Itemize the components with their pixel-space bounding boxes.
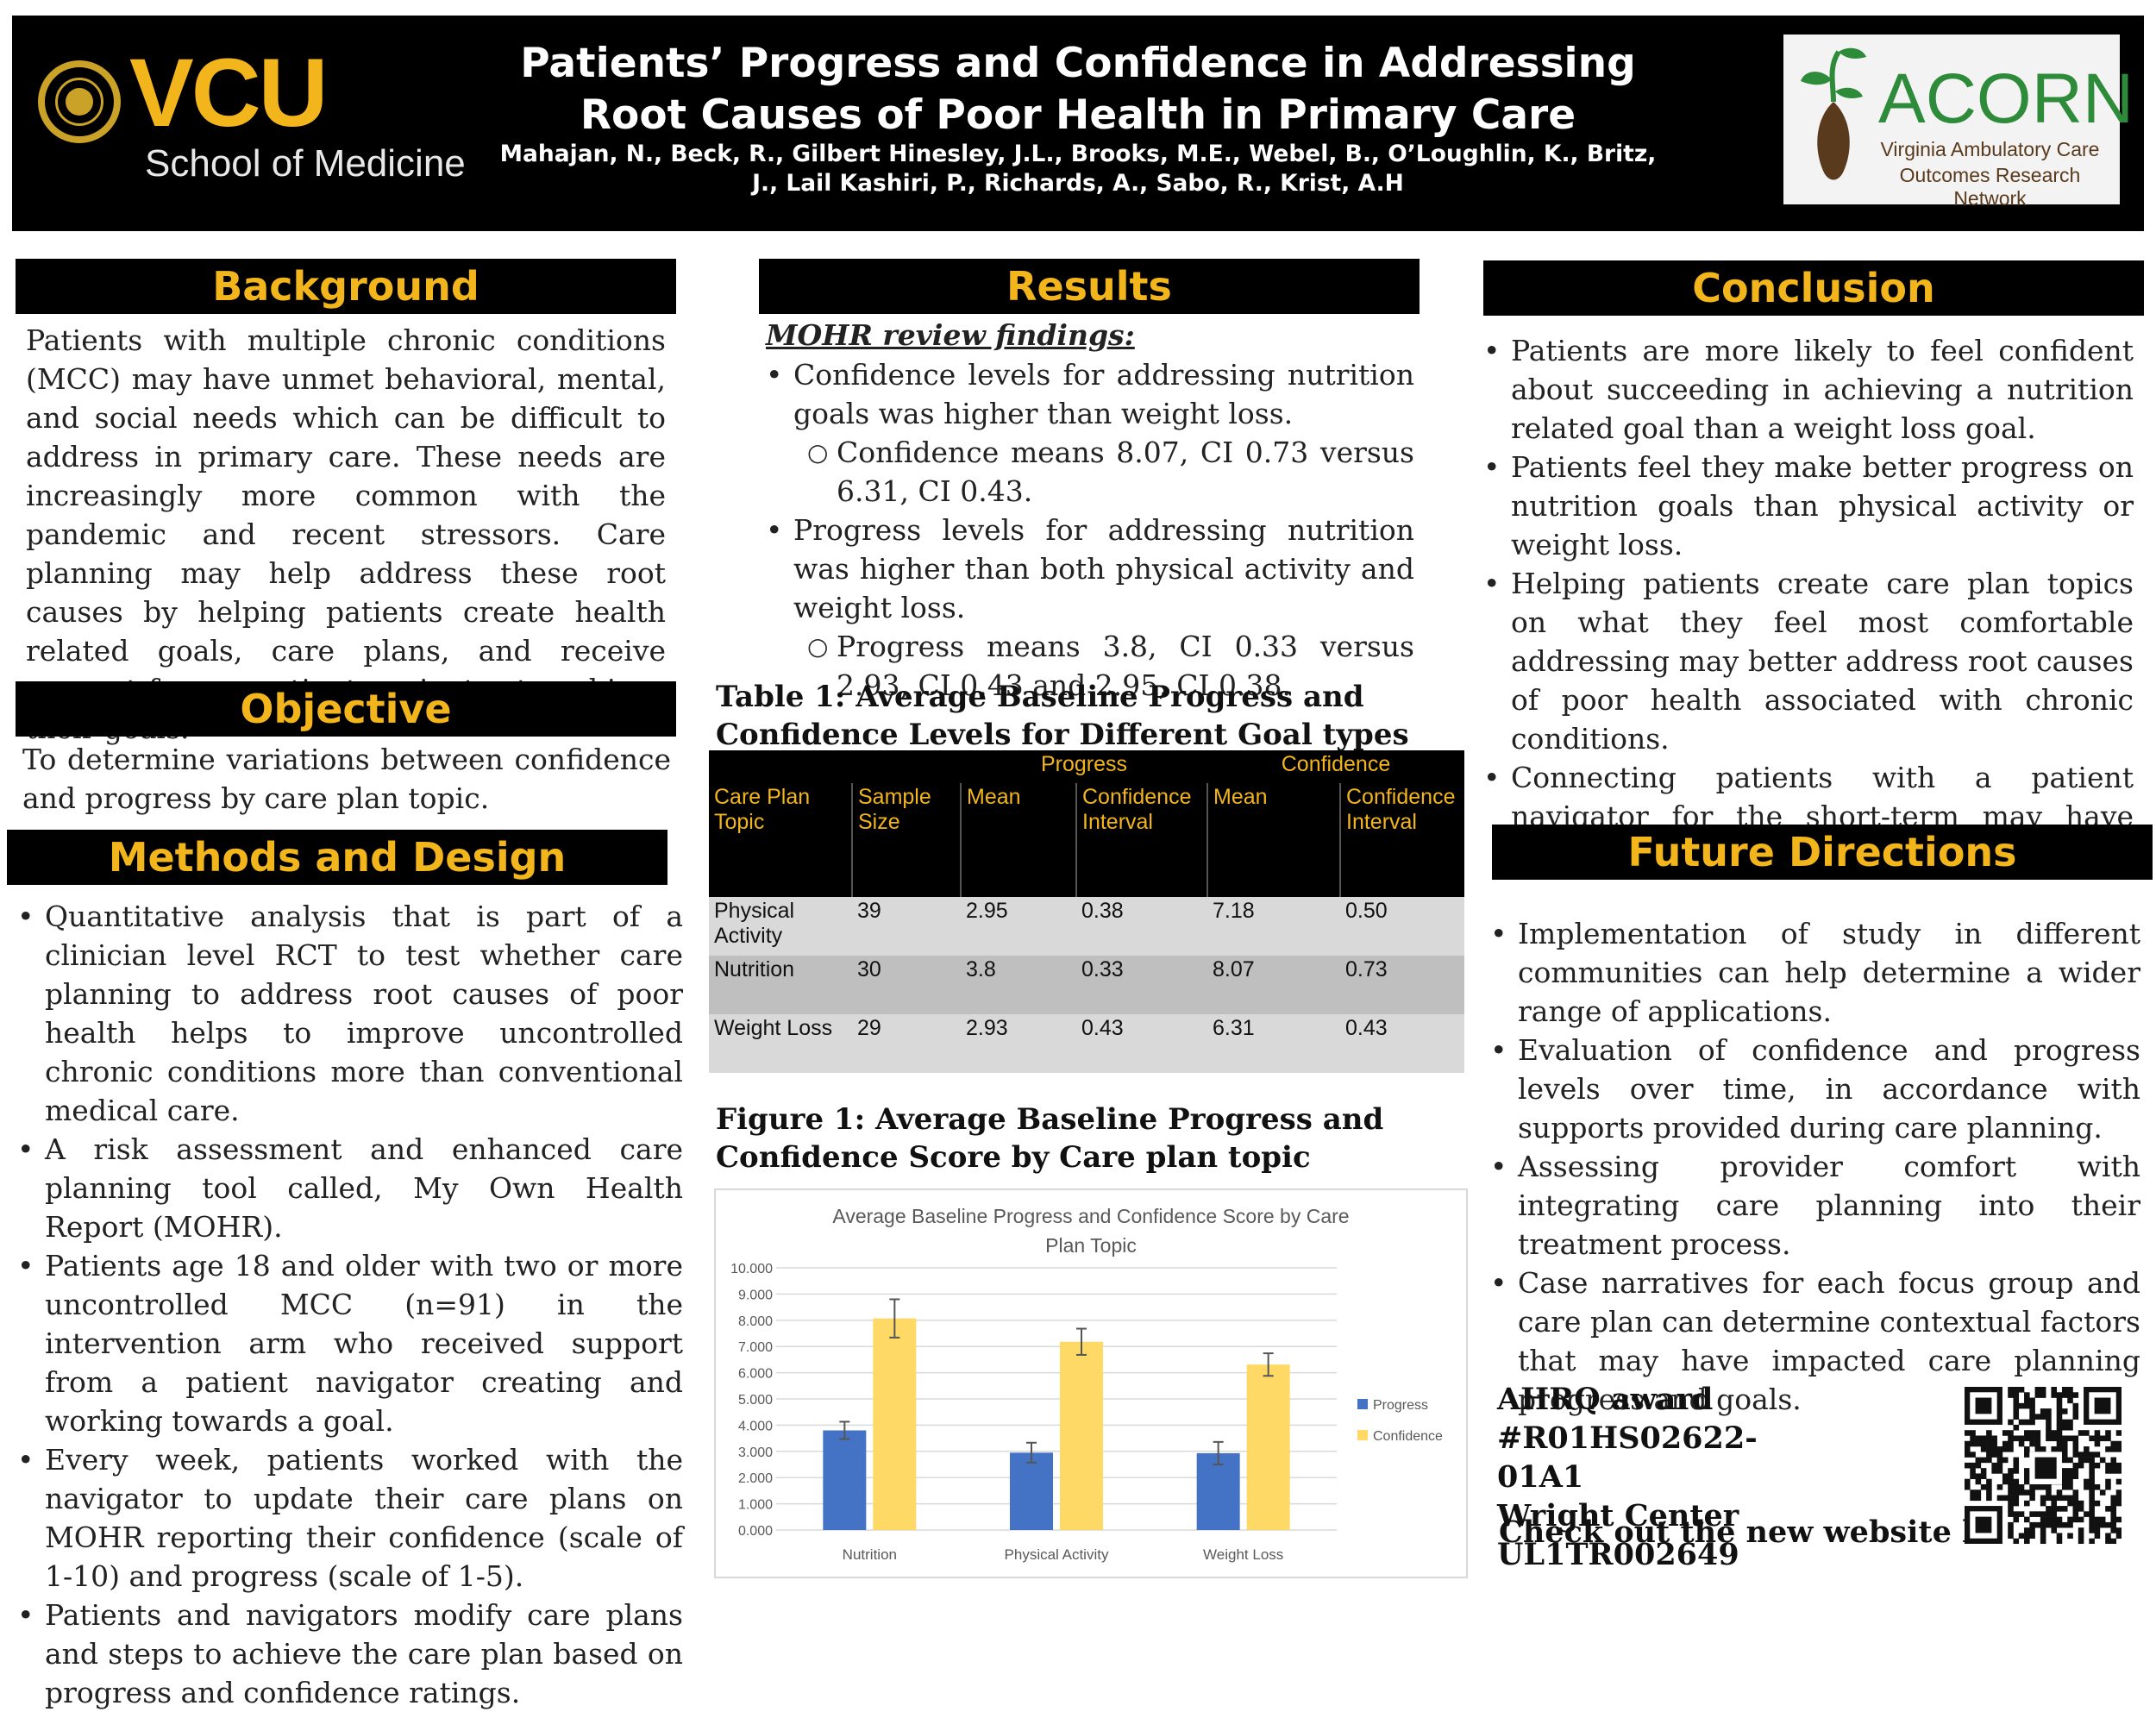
future-directions-bullet: Assessing provider comfort with integrat… (1489, 1147, 2140, 1264)
future-directions-bullet: Case narratives for each focus group and… (1489, 1264, 2140, 1419)
results-findings: Confidence levels for addressing nutriti… (764, 355, 1414, 705)
chart-title: Plan Topic (1045, 1234, 1137, 1257)
group-progress: Progress (961, 750, 1207, 783)
future-directions-heading: Future Directions (1492, 825, 2153, 880)
ahrq-award-line-2: 01A1 (1497, 1459, 1584, 1495)
col-confidence-mean: Mean (1207, 783, 1341, 897)
methods-bullet: Quantitative analysis that is part of a … (16, 897, 683, 1130)
results-sub-bullet: Confidence means 8.07, CI 0.73 versus 6.… (807, 433, 1414, 511)
authors-line-2: J., Lail Kashiri, P., Richards, A., Sabo… (752, 170, 1404, 197)
bar-progress (823, 1430, 867, 1530)
methods-heading: Methods and Design (7, 830, 667, 885)
col-progress-ci: Confidence Interval (1076, 783, 1208, 897)
legend-swatch-confidence (1357, 1430, 1368, 1440)
future-directions-bullet: Evaluation of confidence and progress le… (1489, 1031, 2140, 1147)
bar-confidence (873, 1318, 917, 1530)
x-tick-label: Physical Activity (1005, 1546, 1109, 1563)
methods-bullet: A risk assessment and enhanced care plan… (16, 1130, 683, 1246)
legend-label: Confidence (1373, 1429, 1443, 1444)
acorn-logo-text: ACORN (1878, 60, 2134, 138)
y-tick-label: 6.000 (738, 1367, 773, 1382)
bar-confidence (1060, 1341, 1103, 1530)
methods-bullet: Patients and navigators modify care plan… (16, 1596, 683, 1712)
results-table: Progress Confidence Care Plan Topic Sampl… (709, 750, 1464, 1073)
table-caption: Table 1: Average Baseline Progress and C… (716, 680, 1409, 752)
bar-progress (1010, 1452, 1053, 1530)
methods-list: Quantitative analysis that is part of a … (16, 897, 683, 1712)
title-line-2: Root Causes of Poor Health in Primary Ca… (580, 91, 1576, 139)
y-tick-label: 9.000 (738, 1288, 773, 1302)
background-text: Patients with multiple chronic condition… (26, 323, 666, 745)
y-tick-label: 0.000 (738, 1524, 773, 1539)
ahrq-award-line-1: AHRQ award #R01HS02622- (1497, 1382, 1758, 1456)
results-sub-bullet: Progress means 3.8, CI 0.33 versus 2.93,… (807, 627, 1414, 705)
background-heading: Background (16, 259, 676, 314)
conclusion-bullet: Helping patients create care plan topics… (1482, 564, 2134, 758)
x-tick-label: Weight Loss (1203, 1546, 1283, 1563)
col-sample-size: Sample Size (852, 783, 962, 897)
vcu-logo-text: VCU (129, 39, 328, 147)
table-row: Physical Activity 39 2.95 0.38 7.18 0.50 (709, 897, 1464, 956)
y-tick-label: 7.000 (738, 1340, 773, 1355)
future-directions-bullet: Implementation of study in different com… (1489, 914, 2140, 1031)
col-confidence-ci: Confidence Interval (1340, 783, 1464, 897)
legend-label: Progress (1373, 1398, 1428, 1413)
y-tick-label: 5.000 (738, 1393, 773, 1408)
qr-code-icon[interactable] (1965, 1387, 2122, 1544)
y-tick-label: 1.000 (738, 1498, 773, 1513)
results-bullet: Progress levels for addressing nutrition… (764, 511, 1414, 627)
table-column-header: Care Plan Topic Sample Size Mean Confidenc… (709, 783, 1464, 897)
conclusion-heading: Conclusion (1483, 260, 2144, 316)
y-tick-label: 4.000 (738, 1419, 773, 1433)
results-subheading: MOHR review findings: (766, 318, 1135, 352)
figure-caption: Figure 1: Average Baseline Progress and … (716, 1102, 1384, 1175)
bar-confidence (1246, 1364, 1290, 1530)
y-tick-label: 2.000 (738, 1471, 773, 1486)
objective-heading: Objective (16, 681, 676, 737)
methods-bullet: Patients age 18 and older with two or mo… (16, 1246, 683, 1440)
school-of-medicine-text: School of Medicine (145, 142, 466, 185)
results-heading: Results (759, 259, 1420, 314)
objective-text: To determine variations between confiden… (22, 743, 671, 815)
y-tick-label: 8.000 (738, 1314, 773, 1329)
chart-frame: Average Baseline Progress and Confidence… (714, 1188, 1468, 1578)
website-prompt: Check out the new website here: (1499, 1514, 2050, 1550)
group-confidence: Confidence (1207, 750, 1464, 783)
methods-bullet: Every week, patients worked with the nav… (16, 1440, 683, 1596)
acorn-plant-icon (1801, 47, 1866, 180)
col-progress-mean: Mean (961, 783, 1077, 897)
funding-acknowledgement: AHRQ award #R01HS02622- 01A1 Wright Cent… (1497, 1380, 1963, 1574)
conclusion-bullet: Patients feel they make better progress … (1482, 448, 2134, 564)
bar-progress (1196, 1452, 1240, 1530)
y-tick-label: 10.000 (730, 1262, 773, 1276)
vcu-seal-logo (38, 60, 121, 143)
table-row: Weight Loss 29 2.93 0.43 6.31 0.43 (709, 1014, 1464, 1073)
future-directions-list: Implementation of study in different com… (1489, 914, 2140, 1419)
author-list: Mahajan, N., Beck, R., Gilbert Hinesley,… (483, 140, 1673, 198)
legend-swatch-progress (1357, 1399, 1368, 1409)
poster-title: Patients’ Progress and Confidence in Add… (483, 38, 1673, 141)
acorn-subtitle-line-2: Outcomes Research Network (1899, 164, 2081, 210)
authors-line-1: Mahajan, N., Beck, R., Gilbert Hinesley,… (499, 141, 1657, 167)
chart-title: Average Baseline Progress and Confidence… (832, 1205, 1349, 1227)
conclusion-list: Patients are more likely to feel confide… (1482, 331, 2134, 875)
x-tick-label: Nutrition (843, 1546, 897, 1563)
y-tick-label: 3.000 (738, 1445, 773, 1460)
acorn-subtitle-line-1: Virginia Ambulatory Care (1880, 138, 2100, 160)
title-line-1: Patients’ Progress and Confidence in Add… (520, 40, 1636, 87)
table-row: Nutrition 30 3.8 0.33 8.07 0.73 (709, 956, 1464, 1014)
wright-center-grant: Wright Center UL1TR002649 (1497, 1498, 1739, 1572)
table-group-header: Progress Confidence (709, 750, 1464, 783)
results-bullet: Confidence levels for addressing nutriti… (764, 355, 1414, 433)
conclusion-bullet: Patients are more likely to feel confide… (1482, 331, 2134, 448)
bar-chart: Average Baseline Progress and Confidence… (730, 1205, 1443, 1563)
col-care-plan-topic: Care Plan Topic (709, 783, 853, 897)
